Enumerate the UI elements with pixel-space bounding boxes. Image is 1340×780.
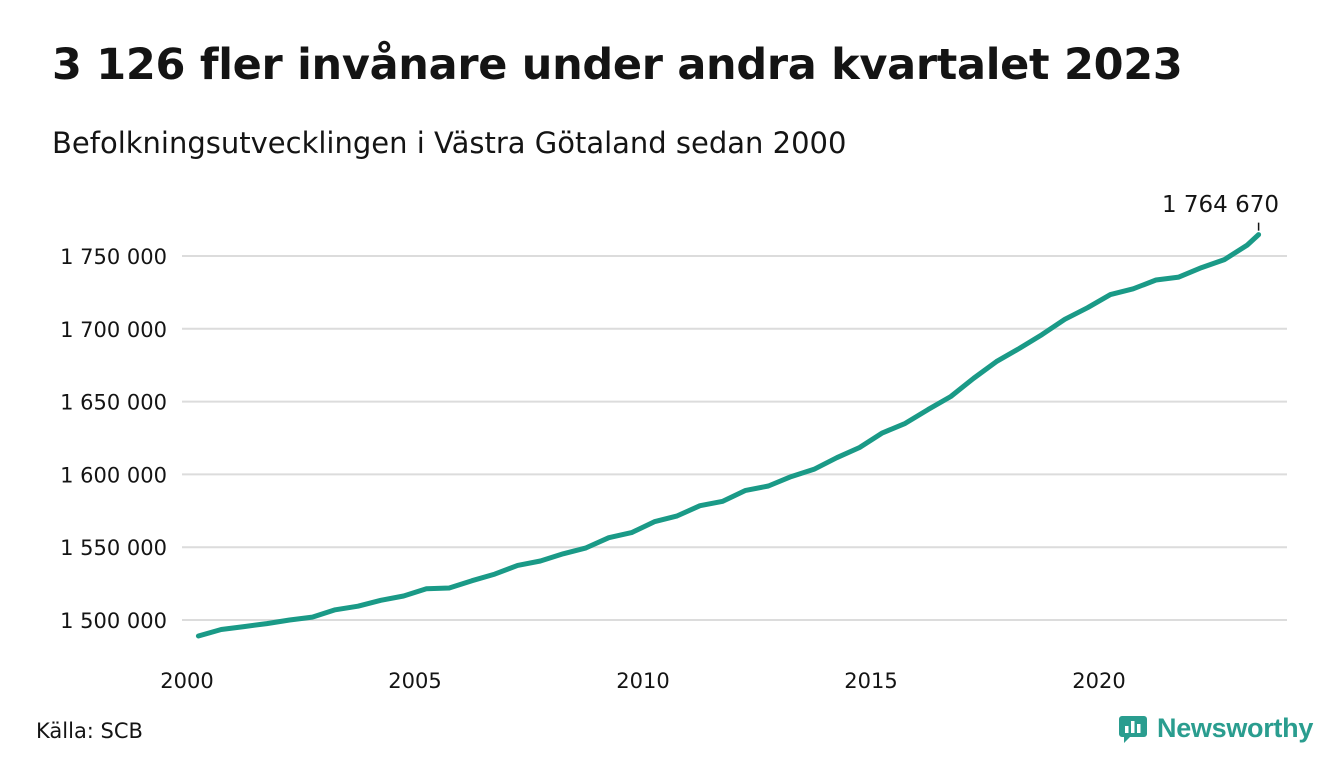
y-tick-label: 1 550 000 — [60, 536, 167, 560]
end-value-label: 1 764 670 — [1162, 192, 1279, 218]
x-tick-label: 2000 — [160, 669, 213, 693]
brand-name: Newsworthy — [1157, 713, 1314, 743]
brand-logo: Newsworthy — [1118, 713, 1313, 744]
x-tick-label: 2005 — [388, 669, 441, 693]
y-tick-label: 1 750 000 — [60, 245, 167, 269]
x-tick-label: 2020 — [1072, 669, 1125, 693]
y-tick-label: 1 700 000 — [60, 318, 167, 342]
brand-chart-icon — [1119, 715, 1147, 743]
source-note: Källa: SCB — [36, 719, 143, 743]
x-tick-label: 2010 — [616, 669, 669, 693]
chart-subtitle: Befolkningsutvecklingen i Västra Götalan… — [52, 126, 847, 160]
y-tick-label: 1 500 000 — [60, 609, 167, 633]
x-tick-label: 2015 — [844, 669, 897, 693]
y-tick-label: 1 650 000 — [60, 391, 167, 415]
chart-title: 3 126 fler invånare under andra kvartale… — [52, 40, 1183, 90]
y-tick-label: 1 600 000 — [60, 463, 167, 487]
population-line — [195, 232, 1262, 639]
